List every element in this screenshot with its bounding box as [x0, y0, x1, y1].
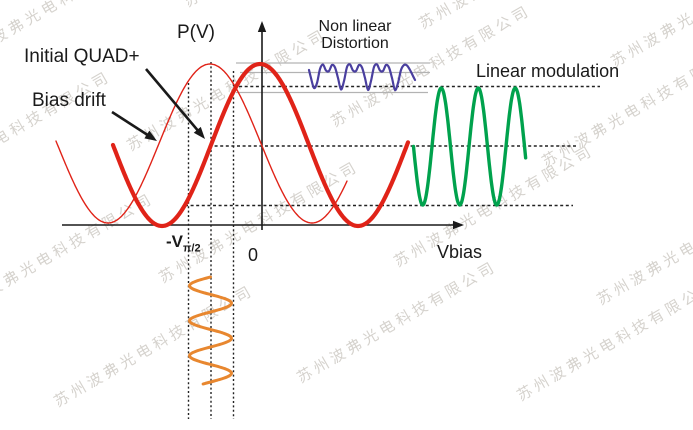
bias-drift-label: Bias drift [32, 90, 106, 111]
dotted-guide-lines [187, 62, 235, 419]
x-tick-zero: 0 [248, 245, 259, 265]
curve-linear-output [411, 86, 528, 207]
curve-drive-signal [188, 275, 233, 386]
x-axis-arrowhead [453, 220, 464, 230]
x-axis-title: Vbias [437, 242, 483, 262]
nonlinear-line2: Distortion [321, 35, 389, 52]
annotation-arrow-shaft [145, 68, 202, 135]
neg-v-subscript: π/2 [183, 242, 201, 255]
curve-distorted-output [307, 63, 417, 92]
x-tick-neg-vpi2: -Vπ/2 [166, 232, 201, 254]
annotation-arrowhead [144, 130, 157, 141]
annotation-arrows [111, 68, 205, 141]
curve-transfer-drifted [110, 61, 411, 229]
annotation-arrowhead [193, 126, 205, 139]
curve-transfer-initial [55, 63, 348, 224]
dashed-guide-lines [185, 85, 600, 207]
annotation-arrow-shaft [111, 110, 152, 139]
curves [55, 61, 528, 386]
initial-quad-label: Initial QUAD+ [24, 46, 140, 67]
y-axis-title: P(V) [177, 22, 215, 43]
y-axis-arrowhead [257, 21, 267, 32]
nonlinear-distortion-label: Non linear Distortion [303, 18, 407, 52]
nonlinear-line1: Non linear [318, 18, 392, 35]
linear-modulation-label: Linear modulation [476, 61, 620, 81]
neg-v-main: -V [166, 232, 183, 251]
